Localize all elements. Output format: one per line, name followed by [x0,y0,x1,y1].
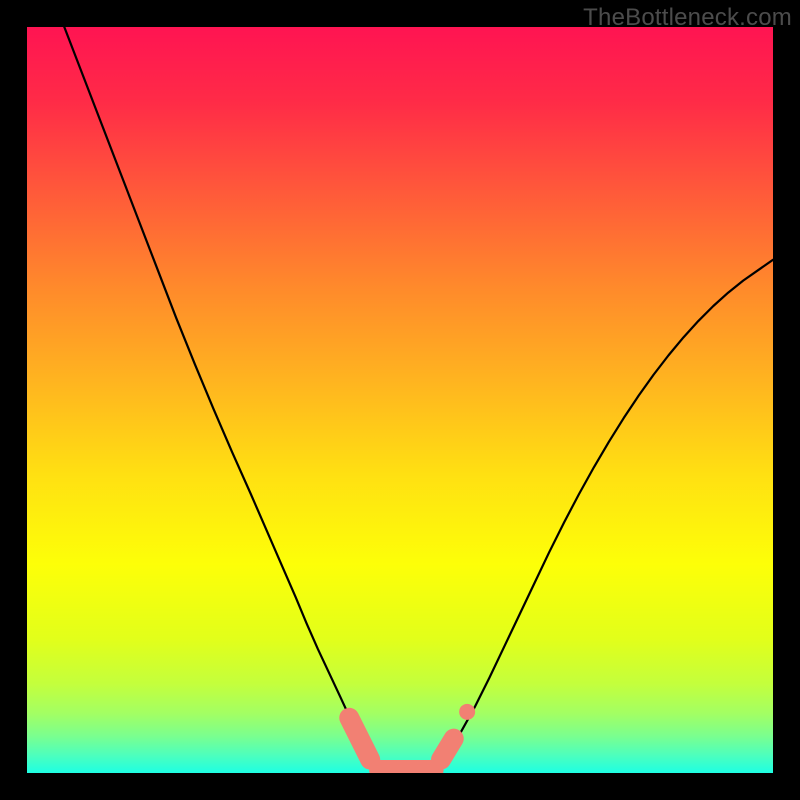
marker-dot-0 [459,704,475,720]
curve-right [441,260,773,760]
chart-svg-layer [27,27,773,773]
marker-capsule-0 [349,718,370,760]
curve-left [64,27,374,760]
watermark-text: TheBottleneck.com [583,4,792,32]
chart-plot-area [27,27,773,773]
marker-capsule-2 [441,739,454,760]
